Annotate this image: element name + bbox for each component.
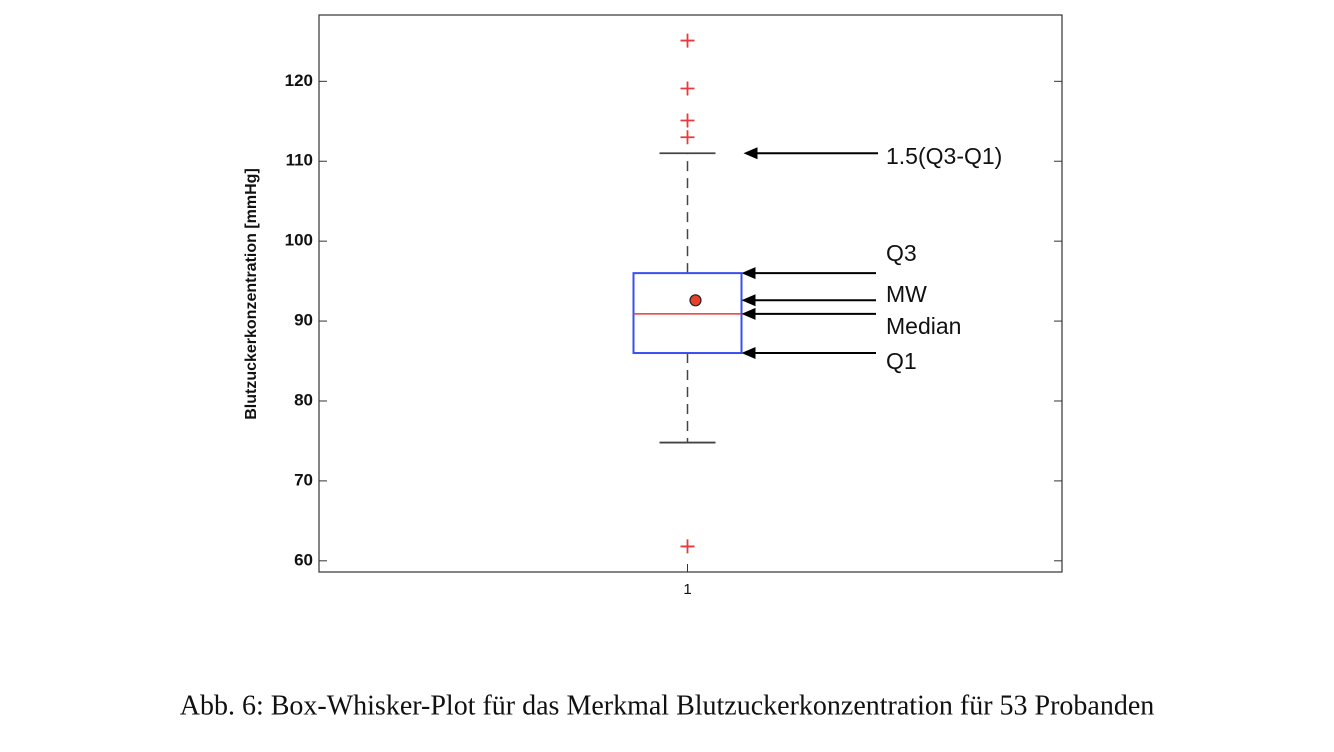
annotation: 1.5(Q3-Q1) — [886, 143, 1002, 169]
annotation: Q1 — [886, 348, 917, 374]
plot-frame — [318, 14, 1063, 573]
annotation-arrowhead — [741, 347, 756, 360]
outlier — [680, 113, 695, 128]
y-axis-label: Blutzuckerkonzentration [mmHg] — [243, 168, 260, 420]
x-tick-label: 1 — [683, 581, 691, 598]
box — [632, 272, 743, 355]
annotation: MW — [886, 281, 927, 307]
y-tick-label: 90 — [294, 311, 313, 330]
outlier — [680, 33, 695, 48]
annotation-arrowhead — [741, 267, 756, 280]
annotation: Q3 — [886, 240, 917, 266]
y-tick-label: 120 — [285, 71, 313, 90]
y-tick-label: 60 — [294, 550, 313, 569]
annotation-arrowhead — [743, 147, 758, 160]
annotation: Median — [886, 313, 961, 339]
y-tick-label: 80 — [294, 390, 313, 409]
outlier — [680, 130, 695, 145]
y-tick-label: 70 — [294, 470, 313, 489]
caption: Abb. 6: Box-Whisker-Plot für das Merkmal… — [180, 690, 1155, 721]
y-tick-label: 100 — [285, 231, 313, 250]
annotation-arrowhead — [741, 294, 756, 307]
outlier — [680, 539, 695, 554]
annotation-arrowhead — [741, 307, 756, 320]
y-tick-label: 110 — [286, 151, 313, 170]
mean — [689, 294, 702, 307]
outlier — [680, 81, 695, 96]
